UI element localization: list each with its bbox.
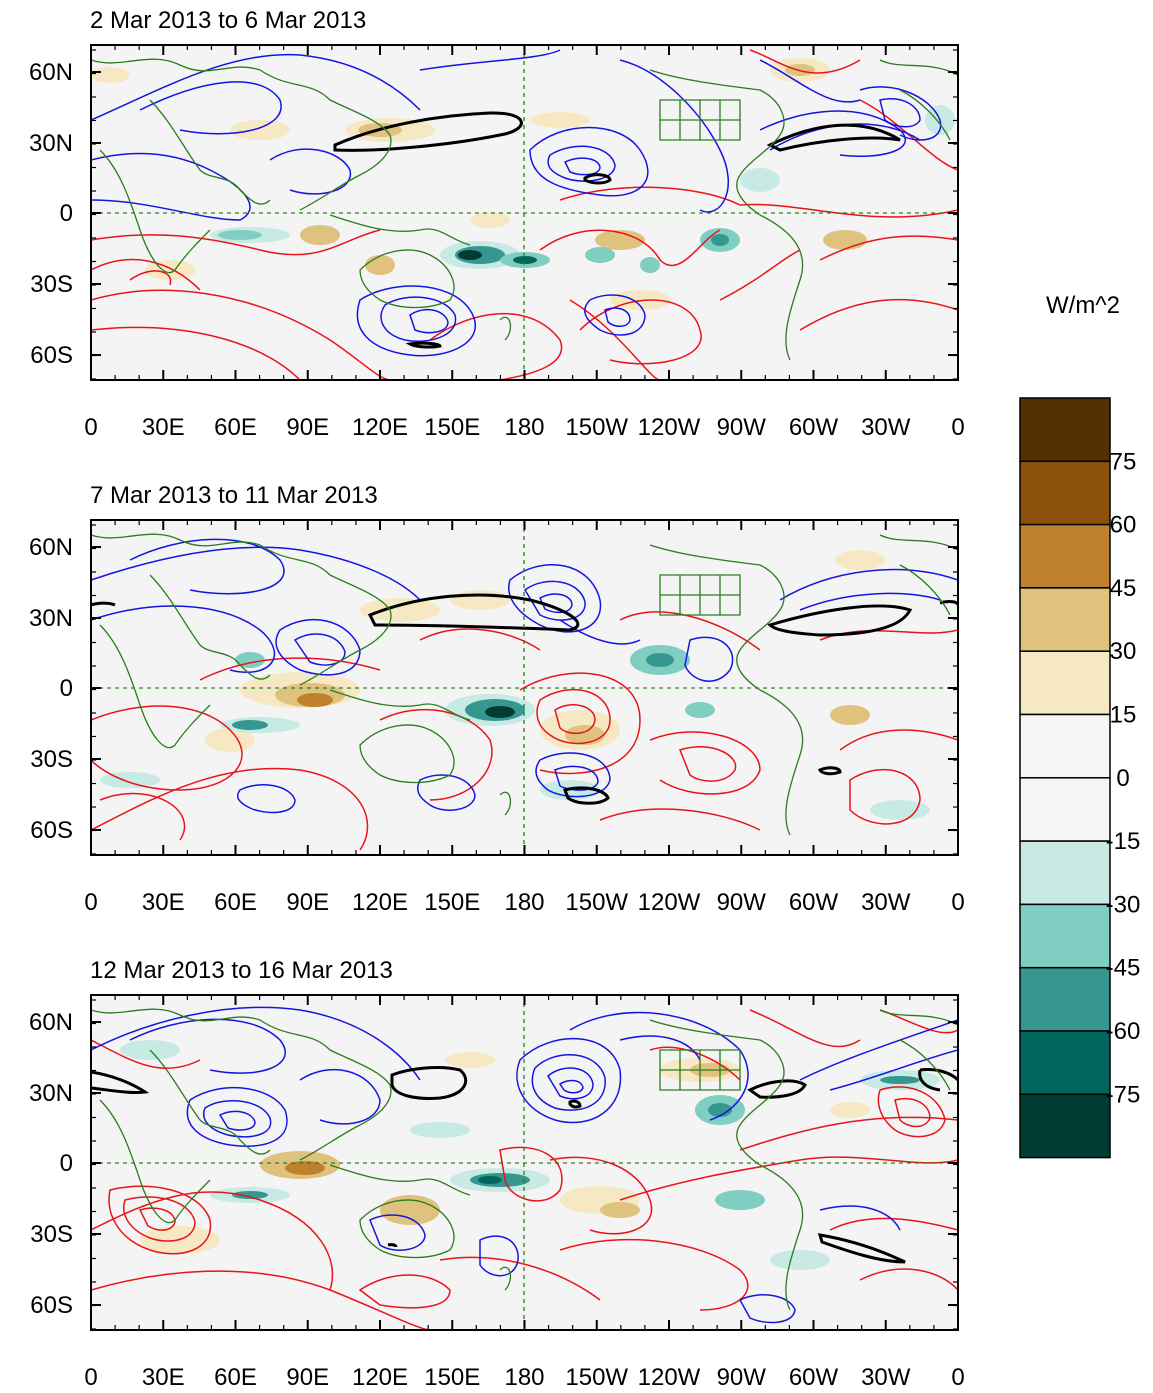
negative-contours <box>91 1006 958 1324</box>
lon-tick-label: 120E <box>352 414 408 441</box>
lat-tick-label: 30N <box>29 130 73 157</box>
positive-contours <box>91 49 958 380</box>
colorbar-swatch <box>1019 650 1111 716</box>
lon-tick-label: 30W <box>861 414 911 441</box>
lon-tick-label: 0 <box>84 414 97 441</box>
negative-contours <box>91 49 942 357</box>
negative-contours <box>91 538 958 814</box>
lon-tick-label: 30E <box>142 414 185 441</box>
colorbar-label: -15 <box>1106 828 1141 855</box>
lat-tick-label: 60N <box>29 1009 73 1036</box>
panel-title: 12 Mar 2013 to 16 Mar 2013 <box>90 957 393 984</box>
map-panel-2: 7 Mar 2013 to 11 Mar 2013 <box>29 482 965 916</box>
lon-tick-label: 0 <box>951 1364 964 1391</box>
lon-tick-label: 60W <box>789 889 839 916</box>
colorbar-swatch <box>1019 460 1111 526</box>
lon-tick-label: 90E <box>286 1364 329 1391</box>
lon-tick-label: 150W <box>565 1364 628 1391</box>
lon-tick-label: 0 <box>951 889 964 916</box>
lon-tick-label: 120E <box>352 889 408 916</box>
lon-tick-label: 90E <box>286 889 329 916</box>
lon-tick-label: 90E <box>286 414 329 441</box>
colorbar-swatch <box>1019 903 1111 969</box>
colorbar-swatch <box>1019 397 1111 463</box>
colorbar-swatch <box>1019 713 1111 779</box>
colorbar-label: -45 <box>1106 955 1141 982</box>
colorbar-swatch <box>1019 1030 1111 1096</box>
panel-title: 7 Mar 2013 to 11 Mar 2013 <box>90 482 378 509</box>
colorbar: W/m^2 75 60 45 30 15 0 -15 -30 -45 -60 -75 <box>1019 292 1141 1159</box>
lat-tick-label: 30S <box>30 746 73 773</box>
lon-tick-label: 30E <box>142 889 185 916</box>
lon-tick-label: 90W <box>717 889 767 916</box>
colorbar-label: 75 <box>1110 448 1137 475</box>
lon-tick-label: 0 <box>951 414 964 441</box>
lon-tick-label: 150E <box>424 1364 480 1391</box>
map-panel-1: 2 Mar 2013 to 6 Mar 2013 <box>29 7 965 441</box>
colorbar-unit: W/m^2 <box>1046 292 1120 319</box>
lon-tick-label: 150E <box>424 414 480 441</box>
lon-tick-label: 30E <box>142 1364 185 1391</box>
lat-tick-label: 30S <box>30 271 73 298</box>
colorbar-label: -30 <box>1106 891 1141 918</box>
lon-tick-label: 0 <box>84 889 97 916</box>
colorbar-swatch <box>1019 523 1111 589</box>
lat-tick-label: 60S <box>30 817 73 844</box>
lat-tick-label: 60N <box>29 534 73 561</box>
colorbar-swatch <box>1019 840 1111 906</box>
lon-tick-label: 0 <box>84 1364 97 1391</box>
colorbar-label: 45 <box>1110 575 1137 602</box>
map-panel-3: 12 Mar 2013 to 16 Mar 2013 <box>29 957 965 1391</box>
lat-tick-label: 30N <box>29 1080 73 1107</box>
lon-tick-label: 60W <box>789 1364 839 1391</box>
lon-tick-label: 60E <box>214 889 257 916</box>
lon-tick-label: 150W <box>565 414 628 441</box>
lon-tick-label: 60W <box>789 414 839 441</box>
lat-tick-label: 0 <box>60 1150 73 1177</box>
lon-tick-label: 150E <box>424 889 480 916</box>
lon-tick-label: 30W <box>861 889 911 916</box>
coastlines <box>91 533 958 836</box>
colorbar-label: 60 <box>1110 512 1137 539</box>
lon-tick-label: 120E <box>352 1364 408 1391</box>
positive-contours <box>91 611 958 851</box>
lat-tick-label: 60N <box>29 59 73 86</box>
colorbar-label: 15 <box>1110 702 1137 729</box>
shaded-anomalies <box>120 1040 940 1270</box>
lon-tick-label: 120W <box>638 889 701 916</box>
colorbar-swatch <box>1019 1093 1111 1159</box>
colorbar-swatch <box>1019 966 1111 1032</box>
lon-tick-label: 120W <box>638 414 701 441</box>
lat-tick-label: 30N <box>29 605 73 632</box>
lat-tick-label: 30S <box>30 1221 73 1248</box>
colorbar-label: -60 <box>1106 1018 1141 1045</box>
lat-tick-label: 0 <box>60 200 73 227</box>
coastlines <box>91 58 958 361</box>
colorbar-label: 30 <box>1110 638 1137 665</box>
colorbar-swatch <box>1019 777 1111 842</box>
colorbar-label: 0 <box>1116 765 1129 792</box>
lat-tick-label: 60S <box>30 1292 73 1319</box>
lon-tick-label: 30W <box>861 1364 911 1391</box>
lon-tick-label: 150W <box>565 889 628 916</box>
coastlines <box>91 1008 958 1311</box>
lat-tick-label: 0 <box>60 675 73 702</box>
positive-contours <box>91 1009 958 1330</box>
panel-title: 2 Mar 2013 to 6 Mar 2013 <box>90 7 366 34</box>
lon-tick-label: 180 <box>504 414 544 441</box>
lon-tick-label: 180 <box>504 889 544 916</box>
lat-tick-label: 60S <box>30 342 73 369</box>
lon-tick-label: 120W <box>638 1364 701 1391</box>
zero-thick-contours <box>333 111 901 349</box>
lon-tick-label: 60E <box>214 1364 257 1391</box>
zero-thick-contours <box>91 1066 958 1264</box>
lon-tick-label: 90W <box>717 414 767 441</box>
positive-contours-extra <box>91 705 243 791</box>
lon-tick-label: 90W <box>717 1364 767 1391</box>
lon-tick-label: 60E <box>214 414 257 441</box>
lon-tick-label: 180 <box>504 1364 544 1391</box>
colorbar-label: -75 <box>1106 1081 1141 1108</box>
colorbar-swatch <box>1019 587 1111 652</box>
